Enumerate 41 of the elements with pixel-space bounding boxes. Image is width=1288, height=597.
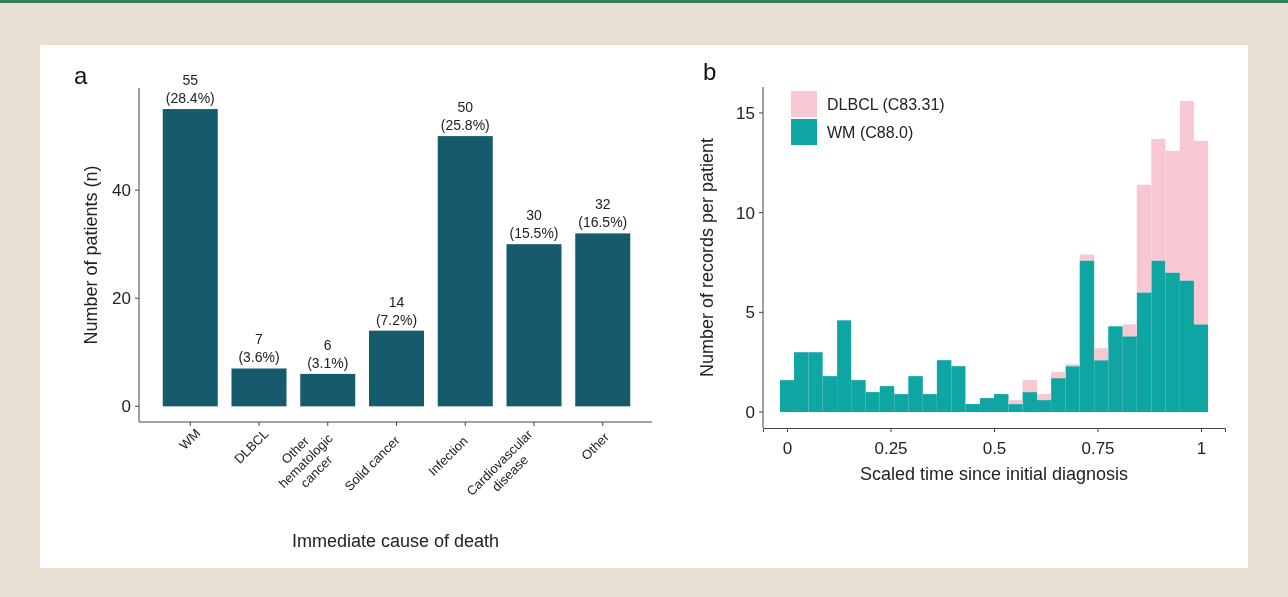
bar (162, 109, 218, 407)
bar (575, 233, 631, 407)
legend-label: DLBCL (C83.31) (827, 95, 945, 113)
y-tick-label: 0 (745, 403, 755, 422)
y-tick-label: 5 (745, 303, 755, 323)
x-tick-label: WM (176, 425, 204, 453)
y-axis-title: Number of records per patient (697, 137, 717, 378)
bar (1051, 372, 1066, 379)
y-axis-title: Number of patients (n) (81, 165, 101, 345)
data-label: 50 (25.8%) (440, 99, 490, 134)
bar (1037, 394, 1052, 401)
x-axis-title: Scaled time since initial diagnosis (859, 464, 1129, 484)
y-tick-label: 0 (121, 397, 131, 417)
bar (231, 368, 287, 407)
y-tick-label: 20 (112, 289, 131, 309)
bar (1008, 400, 1023, 405)
x-tick-label: 1 (1196, 438, 1207, 458)
bar (1122, 324, 1137, 337)
data-label: 32 (16.5%) (578, 196, 628, 231)
chart-title: a (74, 62, 88, 89)
x-tick-label: 0.75 (1081, 438, 1115, 458)
data-label: 7 (3.6%) (238, 331, 280, 366)
y-tick-label: 40 (112, 181, 131, 201)
bar (369, 330, 424, 407)
bar (1094, 348, 1109, 361)
bar (1022, 380, 1038, 393)
x-tick-label: 0 (782, 438, 793, 458)
x-axis-title: Immediate cause of death (291, 531, 500, 551)
bar (300, 373, 356, 407)
chart-title: b (703, 58, 717, 85)
data-label: 30 (15.5%) (509, 207, 559, 242)
bar (437, 136, 493, 407)
y-tick-label: 15 (736, 103, 755, 123)
x-tick-label: 0.5 (982, 438, 1007, 458)
legend-label: WM (C88.0) (827, 123, 914, 141)
bar (506, 244, 562, 407)
data-label: 6 (3.1%) (307, 336, 349, 371)
y-tick-label: 10 (736, 203, 755, 223)
data-label: 14 (7.2%) (375, 293, 418, 328)
x-tick-label: 0.25 (874, 438, 908, 458)
data-label: 55 (28.4%) (165, 72, 215, 107)
